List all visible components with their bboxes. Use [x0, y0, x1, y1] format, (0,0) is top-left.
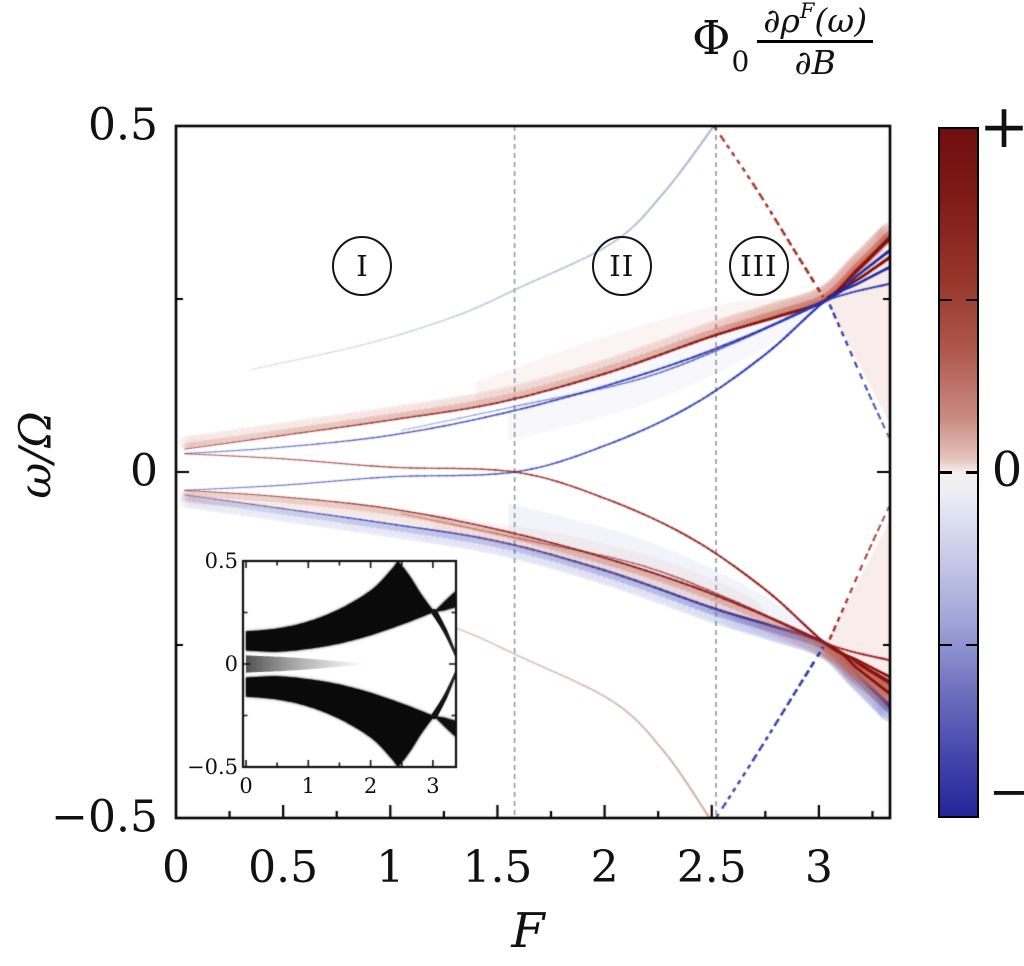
colorbar-tick-right — [966, 644, 979, 647]
y-tick-label: 0.5 — [88, 99, 158, 151]
inset-x-tick-label: 0 — [239, 774, 253, 798]
colorbar-plus-label: + — [978, 92, 1024, 162]
x-tick-label: 1.5 — [462, 842, 533, 893]
x-tick-label: 2 — [590, 842, 619, 893]
fraction-bar — [757, 40, 874, 43]
colorbar-tick-right — [966, 471, 979, 474]
title-denominator: ∂B — [794, 42, 836, 82]
colorbar-tick-left — [939, 644, 952, 647]
x-tick-label: 3 — [804, 842, 833, 893]
region-label-II: II — [591, 236, 652, 297]
colorbar-tick-right — [966, 298, 979, 301]
x-axis-label: F — [511, 903, 545, 959]
inset-x-tick-label: 1 — [301, 774, 315, 798]
title-coefficient: Φ0 — [692, 11, 750, 78]
inset-x-tick-label: 3 — [426, 774, 440, 798]
inset-y-tick-label: 0.5 — [204, 549, 238, 573]
colorbar-tick-left — [939, 471, 952, 474]
inset-y-tick-label: 0 — [224, 652, 238, 676]
title-coefficient-sub: 0 — [731, 44, 750, 78]
region-label-III: III — [728, 236, 789, 297]
x-tick-label: 2.5 — [676, 842, 747, 893]
x-tick-label: 0.5 — [248, 842, 319, 893]
inset-x-tick-label: 2 — [363, 774, 378, 798]
colorbar-minus-label: − — [988, 764, 1024, 820]
figure-title: Φ0 ∂ρF(ω) ∂B — [692, 0, 874, 82]
x-tick-label: 1 — [376, 842, 405, 893]
x-tick-label: 0 — [162, 842, 190, 893]
title-numerator: ∂ρF(ω) — [763, 0, 868, 40]
inset-y-tick-label: −0.5 — [187, 755, 238, 779]
colorbar-zero-label: 0 — [991, 442, 1023, 498]
region-label-I: I — [332, 236, 393, 297]
y-tick-label: 0 — [130, 445, 158, 497]
y-axis-label: ω/Ω — [10, 411, 62, 499]
y-tick-label: −0.5 — [51, 791, 158, 843]
colorbar-tick-left — [939, 298, 952, 301]
title-fraction: ∂ρF(ω) ∂B — [757, 0, 874, 82]
